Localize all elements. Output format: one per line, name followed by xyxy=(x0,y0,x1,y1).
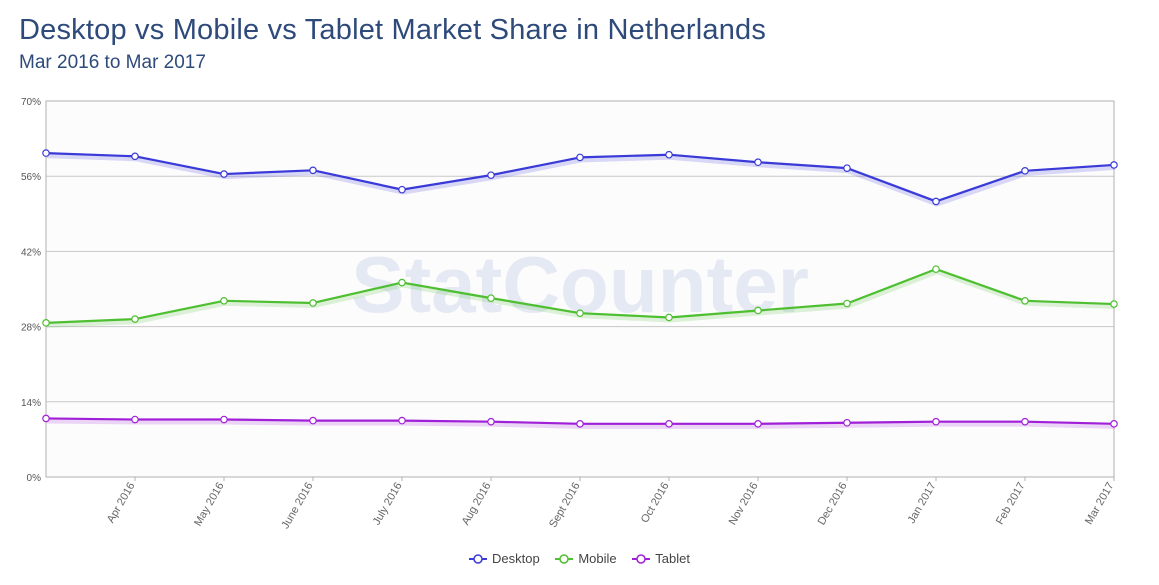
data-point-desktop xyxy=(1110,161,1118,169)
data-point-desktop xyxy=(843,164,851,172)
data-point-desktop xyxy=(42,149,50,157)
data-point-mobile xyxy=(843,299,851,308)
legend-item-tablet[interactable]: Tablet xyxy=(632,551,690,566)
data-point-mobile xyxy=(131,315,139,323)
plot-area xyxy=(46,101,1114,477)
x-tick-label: May 2016 xyxy=(192,481,227,529)
x-tick-label: Mar 2017 xyxy=(1083,481,1117,527)
data-point-desktop xyxy=(487,171,495,179)
data-point-mobile xyxy=(754,306,762,315)
data-point-tablet xyxy=(932,417,940,426)
legend-marker-tablet-icon xyxy=(632,553,651,564)
data-point-mobile xyxy=(487,294,495,302)
legend-label-tablet: Tablet xyxy=(655,551,690,566)
x-tick-label: Apr 2016 xyxy=(105,481,138,526)
data-point-tablet xyxy=(576,420,584,428)
legend-item-mobile[interactable]: Mobile xyxy=(555,551,617,566)
legend-label-mobile: Mobile xyxy=(578,551,617,566)
data-point-mobile xyxy=(1110,300,1118,308)
data-point-tablet xyxy=(1110,420,1118,428)
x-tick-label: Sept 2016 xyxy=(547,481,582,530)
y-tick-label: 0% xyxy=(27,473,42,484)
y-tick-label: 28% xyxy=(21,323,41,334)
data-point-mobile xyxy=(220,297,228,305)
data-point-desktop xyxy=(665,150,673,159)
data-point-mobile xyxy=(309,299,317,307)
x-tick-label: Oct 2016 xyxy=(639,481,672,526)
y-tick-label: 14% xyxy=(21,398,41,409)
data-point-tablet xyxy=(309,416,317,425)
data-point-tablet xyxy=(665,420,673,428)
data-point-desktop xyxy=(398,185,406,194)
legend-marker-desktop-icon xyxy=(469,553,488,564)
data-point-tablet xyxy=(1021,417,1029,426)
legend-item-desktop[interactable]: Desktop xyxy=(469,551,540,566)
x-tick-label: Nov 2016 xyxy=(727,481,761,528)
data-point-mobile xyxy=(42,319,50,327)
data-point-mobile xyxy=(932,265,940,273)
data-point-tablet xyxy=(131,415,139,424)
data-point-tablet xyxy=(220,415,228,424)
data-point-desktop xyxy=(576,153,584,162)
y-tick-label: 56% xyxy=(21,172,41,183)
chart-subtitle: Mar 2016 to Mar 2017 xyxy=(19,52,206,73)
y-tick-label: 42% xyxy=(21,247,41,258)
x-tick-label: Dec 2016 xyxy=(816,481,850,528)
data-point-mobile xyxy=(576,309,584,317)
data-point-desktop xyxy=(131,152,139,161)
data-point-mobile xyxy=(398,278,406,287)
y-tick-label: 70% xyxy=(21,97,41,108)
data-point-tablet xyxy=(487,417,495,426)
x-tick-label: July 2016 xyxy=(371,481,405,528)
data-point-desktop xyxy=(754,158,762,167)
data-point-desktop xyxy=(220,170,228,178)
data-point-tablet xyxy=(754,420,762,428)
data-point-mobile xyxy=(1021,297,1029,305)
legend-label-desktop: Desktop xyxy=(492,551,540,566)
data-point-mobile xyxy=(665,313,673,322)
data-point-tablet xyxy=(42,414,50,423)
x-tick-label: Aug 2016 xyxy=(460,481,494,528)
data-point-tablet xyxy=(398,416,406,425)
data-point-desktop xyxy=(309,166,317,175)
data-point-desktop xyxy=(932,197,940,206)
data-point-desktop xyxy=(1021,167,1029,175)
legend: Desktop Mobile Tablet xyxy=(0,551,1159,567)
chart-title: Desktop vs Mobile vs Tablet Market Share… xyxy=(19,14,767,46)
x-tick-label: Feb 2017 xyxy=(994,481,1028,527)
x-tick-label: June 2016 xyxy=(280,481,316,532)
data-point-tablet xyxy=(843,418,851,427)
legend-marker-mobile-icon xyxy=(555,553,574,564)
x-tick-label: Jan 2017 xyxy=(906,481,939,526)
